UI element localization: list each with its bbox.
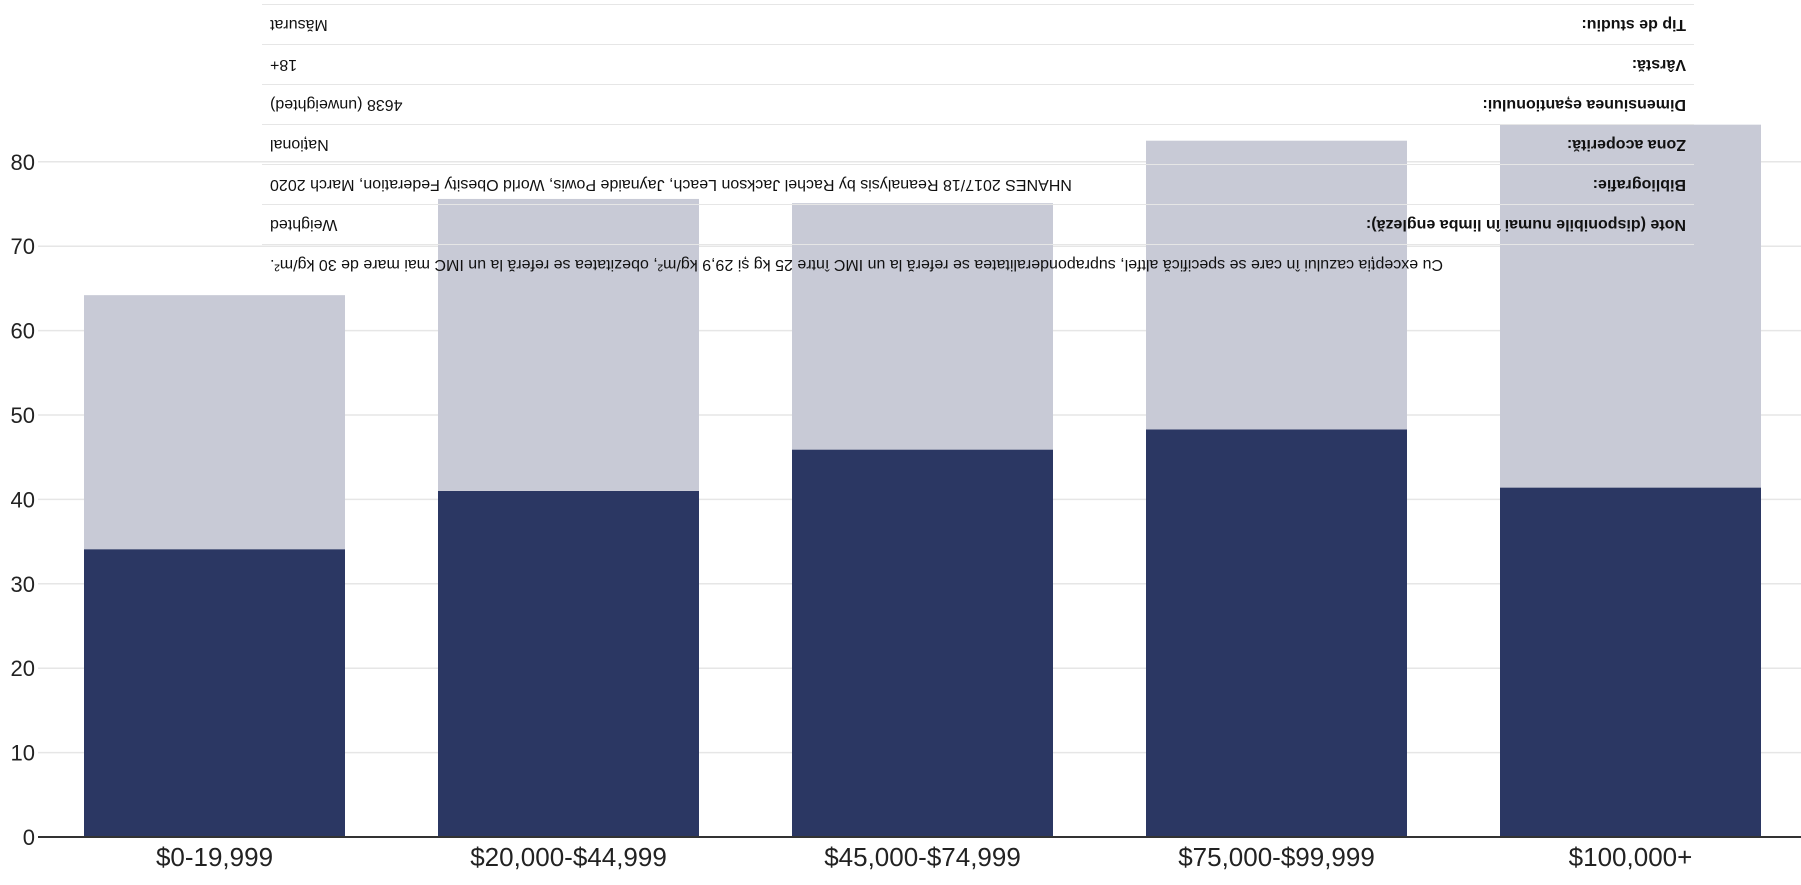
bar-segment-lower <box>84 549 345 837</box>
x-category-label: $100,000+ <box>1569 842 1693 872</box>
info-label: Dimensiunea eșantionului: <box>1482 96 1686 113</box>
y-tick-label: 50 <box>11 403 35 428</box>
x-category-label: $45,000-$74,999 <box>824 842 1021 872</box>
bar-segment-upper <box>1146 140 1407 430</box>
info-label: Tip de studiu: <box>1581 16 1686 33</box>
bar-segment-lower <box>1500 487 1761 837</box>
info-value: Național <box>270 136 329 153</box>
bar-segment-upper <box>84 295 345 550</box>
y-tick-label: 80 <box>11 150 35 175</box>
info-label: Note (disponibile numai în limba engleză… <box>1365 216 1686 233</box>
info-value: 18+ <box>270 56 298 73</box>
info-row: Dimensiunea eșantionului: 4638 (unweight… <box>262 84 1694 124</box>
bar-segment-lower <box>438 490 699 837</box>
info-row-note: Cu excepția cazului în care se specifică… <box>262 244 1694 284</box>
info-row: Zona acoperită: Național <box>262 124 1694 164</box>
bar-layer <box>84 124 1761 837</box>
info-value: NHANES 2017/18 Reanalysis by Rachel Jack… <box>270 176 1072 193</box>
y-tick-label: 10 <box>11 741 35 766</box>
info-value: 4638 (unweighted) <box>270 96 403 113</box>
survey-info-panel: Cu excepția cazului în care se specifică… <box>262 0 1694 284</box>
y-tick-label: 70 <box>11 234 35 259</box>
info-label: Vârstă: <box>1631 56 1686 73</box>
info-value: Weighted <box>270 216 338 233</box>
y-tick-label: 0 <box>23 825 35 850</box>
axis-layer: 0 10 20 30 40 50 60 70 80 $0-19,999 $20,000-$44,99… <box>11 150 1801 872</box>
info-row: Tip de studiu: Măsurat <box>262 4 1694 44</box>
y-tick-label: 20 <box>11 656 35 681</box>
note-text: Cu excepția cazului în care se specifică… <box>270 256 1444 273</box>
info-label: Zona acoperită: <box>1566 136 1686 153</box>
y-tick-label: 60 <box>11 319 35 344</box>
bar-segment-upper <box>792 203 1053 450</box>
info-row: Bibliografie: NHANES 2017/18 Reanalysis … <box>262 164 1694 204</box>
bar-segment-lower <box>792 449 1053 837</box>
x-category-label: $75,000-$99,999 <box>1178 842 1375 872</box>
info-label: Bibliografie: <box>1592 176 1686 193</box>
x-category-label: $20,000-$44,999 <box>470 842 667 872</box>
bar-segment-lower <box>1146 429 1407 837</box>
y-tick-label: 40 <box>11 487 35 512</box>
y-tick-label: 30 <box>11 572 35 597</box>
info-value: Măsurat <box>270 16 328 33</box>
x-category-label: $0-19,999 <box>156 842 273 872</box>
info-row: Note (disponibile numai în limba engleză… <box>262 204 1694 244</box>
bar-segment-upper <box>438 198 699 491</box>
info-row: Vârstă: 18+ <box>262 44 1694 84</box>
bar-segment-upper <box>1500 124 1761 488</box>
